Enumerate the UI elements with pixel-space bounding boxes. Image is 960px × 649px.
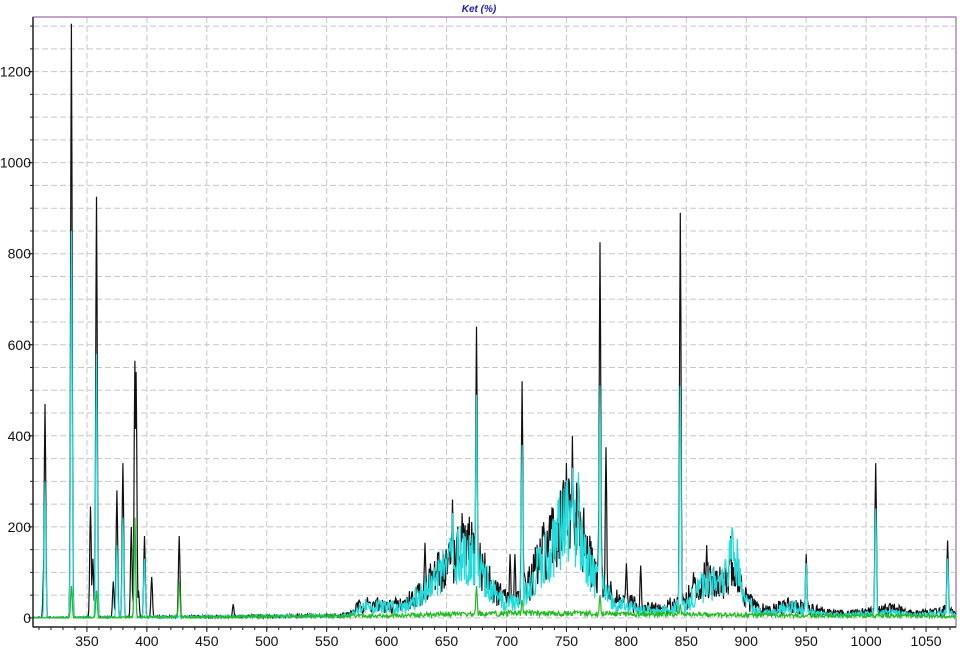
y-tick-label: 600 xyxy=(8,337,32,353)
series-lines xyxy=(32,23,957,621)
y-tick-label: 1000 xyxy=(0,155,31,171)
series-line xyxy=(33,23,957,621)
y-tick-label: 800 xyxy=(8,246,32,262)
x-tick-label: 1050 xyxy=(910,633,941,649)
x-tick-label: 1000 xyxy=(851,633,882,649)
x-tick-label: 400 xyxy=(135,633,159,649)
axis-ticks: 350 400 450 500 550 600 650 700 750 800 850 900 950 1… xyxy=(0,25,951,649)
x-tick-label: 950 xyxy=(794,633,818,649)
y-tick-label: 1200 xyxy=(0,64,31,80)
x-tick-label: 350 xyxy=(75,633,99,649)
x-tick-label: 850 xyxy=(675,633,699,649)
x-tick-label: 600 xyxy=(375,633,399,649)
y-tick-label: 400 xyxy=(8,428,32,444)
x-tick-label: 750 xyxy=(555,633,579,649)
x-tick-label: 450 xyxy=(195,633,219,649)
x-tick-label: 550 xyxy=(315,633,339,649)
x-tick-label: 900 xyxy=(735,633,759,649)
x-tick-label: 800 xyxy=(615,633,639,649)
y-tick-label: 0 xyxy=(23,610,31,626)
x-tick-label: 500 xyxy=(255,633,279,649)
x-tick-label: 650 xyxy=(435,633,459,649)
series-line xyxy=(32,230,957,620)
x-tick-label: 700 xyxy=(495,633,519,649)
grid xyxy=(33,17,956,627)
series-line xyxy=(32,517,957,621)
chart-title: Ket (%) xyxy=(462,4,497,15)
y-tick-label: 200 xyxy=(8,519,32,535)
